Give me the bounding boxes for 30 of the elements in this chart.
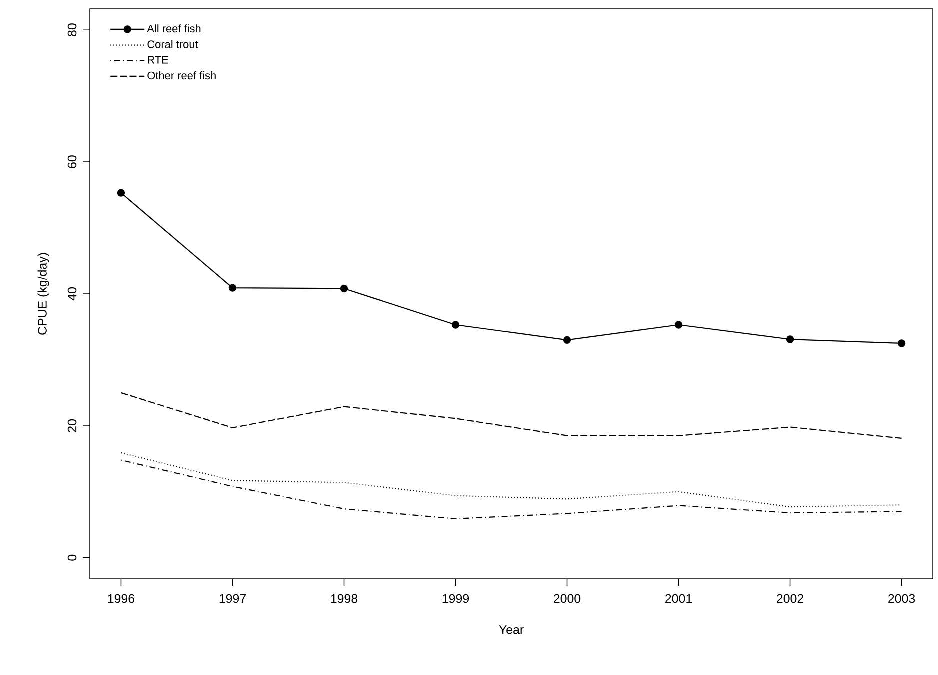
x-tick-label: 2002 (777, 594, 804, 604)
point (452, 321, 460, 329)
x-axis-title: Year (499, 626, 524, 634)
x-tick-label: 1998 (331, 594, 358, 604)
y-axis-title: CPUE (kg/day) (38, 253, 50, 335)
x-tick-label: 1996 (108, 594, 135, 604)
line-series (120, 452, 902, 508)
point (563, 336, 572, 344)
y-tick-label: 60 (68, 156, 77, 168)
x-tick-label: 1997 (220, 594, 246, 604)
point (117, 189, 126, 197)
y-tick-label: 20 (68, 420, 77, 432)
y-tick-label: 80 (68, 24, 77, 36)
point (786, 336, 794, 344)
point (340, 284, 348, 293)
x-tick-label: 2000 (554, 594, 581, 604)
y-tick-label: 40 (68, 288, 77, 301)
line-series (120, 460, 902, 520)
x-tick-label: 2001 (666, 594, 692, 604)
y-tick-label: 0 (68, 554, 77, 561)
legend-label: Other reef fish (148, 72, 216, 80)
legend-label: All reef fish (147, 24, 201, 33)
point (898, 340, 906, 348)
point (674, 321, 683, 329)
line-series (120, 392, 902, 440)
x-tick-label: 2003 (888, 594, 916, 604)
point (228, 284, 237, 292)
legend-label: RTE (148, 56, 168, 64)
legend-label: Coral trout (148, 40, 198, 48)
x-tick-label: 1999 (442, 594, 470, 604)
